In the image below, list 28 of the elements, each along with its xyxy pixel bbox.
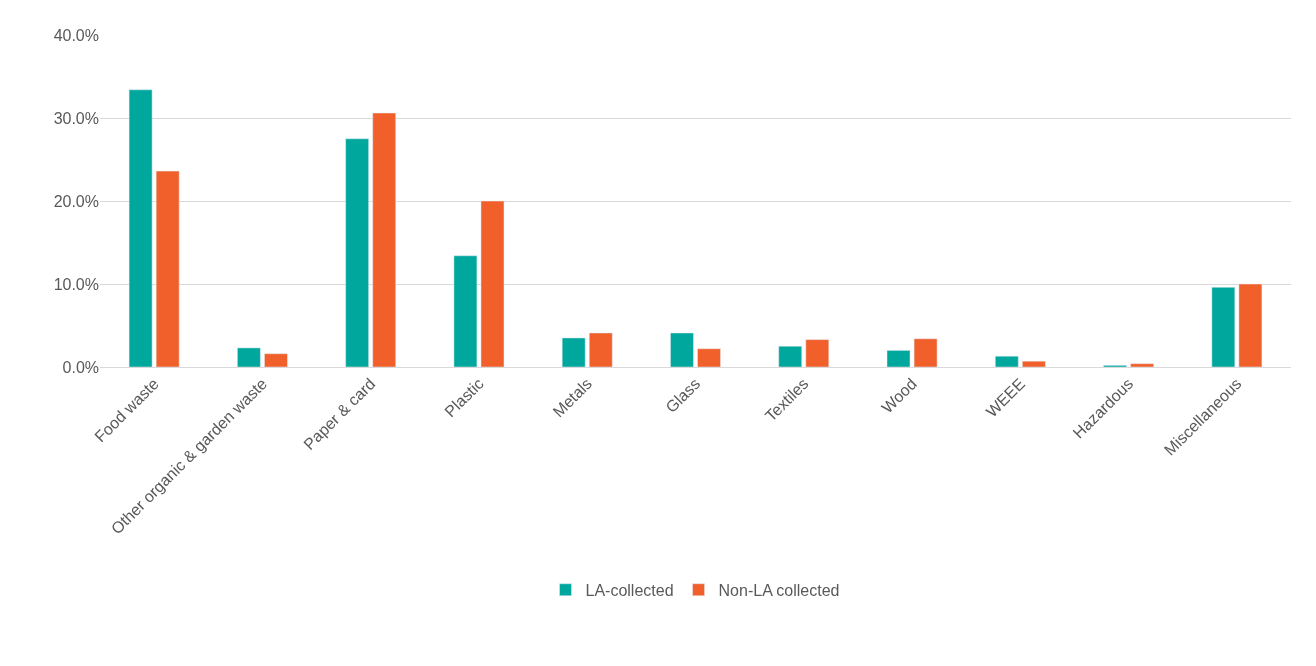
bar	[453, 255, 478, 367]
bar	[1238, 283, 1263, 367]
bar	[345, 138, 369, 367]
bar	[128, 89, 153, 367]
bar	[670, 332, 694, 367]
bar	[1130, 363, 1154, 367]
bar	[697, 348, 721, 367]
bar	[589, 332, 613, 367]
bar	[155, 170, 180, 367]
bar	[372, 112, 396, 367]
bar	[995, 355, 1019, 367]
y-tick-label: 40.0%	[53, 26, 99, 44]
legend-label: LA-collected	[585, 581, 674, 599]
legend-label: Non-LA collected	[718, 581, 840, 599]
bar	[561, 337, 586, 367]
y-tick-label: 0.0%	[62, 358, 99, 376]
bar	[480, 200, 505, 367]
y-tick-label: 20.0%	[53, 192, 99, 210]
bar	[1211, 287, 1236, 367]
bar	[805, 339, 830, 367]
bar	[778, 346, 802, 367]
bar	[237, 347, 261, 367]
bar	[1022, 360, 1046, 367]
y-tick-label: 30.0%	[53, 109, 99, 127]
bar	[913, 338, 938, 367]
bar	[264, 353, 288, 367]
bar	[886, 350, 911, 367]
y-tick-label: 10.0%	[53, 275, 99, 293]
